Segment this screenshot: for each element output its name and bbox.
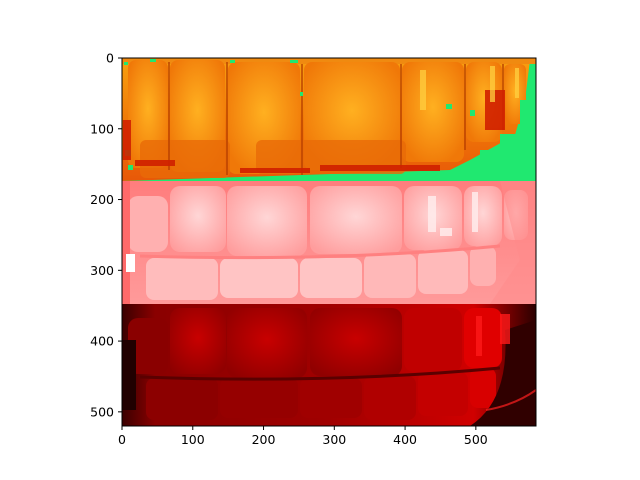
y-tick-label: 200 — [90, 192, 114, 207]
x-axis: 0 100 200 300 400 500 — [118, 426, 488, 447]
y-tick-label: 300 — [90, 263, 114, 278]
y-axis: 0 100 200 300 400 500 — [90, 51, 122, 419]
y-tick-label: 500 — [90, 404, 114, 419]
red-channel-dark-panel — [122, 304, 536, 426]
x-tick-label: 0 — [118, 432, 126, 447]
y-tick-label: 100 — [90, 121, 114, 136]
red-channel-light-panel — [122, 181, 536, 304]
y-tick-label: 0 — [106, 51, 114, 66]
y-tick-label: 400 — [90, 334, 114, 349]
axes-frame — [121, 57, 537, 427]
x-tick-label: 200 — [252, 432, 276, 447]
x-tick-label: 500 — [464, 432, 488, 447]
pseudocolor-orange-panel — [122, 58, 536, 181]
image-content — [122, 58, 536, 426]
x-tick-label: 300 — [322, 432, 346, 447]
x-tick-label: 100 — [181, 432, 205, 447]
x-tick-label: 400 — [393, 432, 417, 447]
